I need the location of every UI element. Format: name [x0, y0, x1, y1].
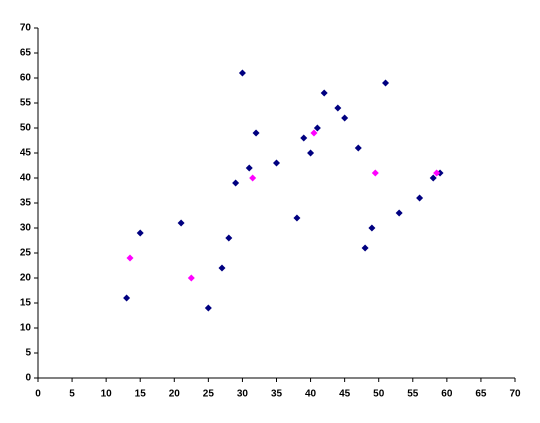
x-tick-label: 25	[203, 389, 215, 400]
y-tick-label: 60	[20, 73, 32, 84]
y-tick-label: 70	[20, 23, 32, 34]
x-tick-label: 10	[101, 389, 113, 400]
point	[225, 234, 233, 242]
y-tick-label: 45	[20, 148, 32, 159]
x-tick-label: 55	[407, 389, 419, 400]
point	[293, 214, 301, 222]
point	[252, 129, 260, 137]
point	[382, 79, 390, 87]
y-tick-label: 20	[20, 273, 32, 284]
y-tick-label: 5	[25, 348, 31, 359]
point	[123, 294, 131, 302]
y-tick-label: 35	[20, 198, 32, 209]
point	[273, 159, 280, 167]
point	[313, 124, 321, 132]
point	[395, 209, 403, 217]
point	[177, 219, 185, 227]
point	[368, 224, 376, 232]
x-tick-label: 20	[169, 389, 181, 400]
x-tick-label: 30	[237, 389, 249, 400]
point	[204, 304, 212, 312]
x-tick-label: 60	[441, 389, 453, 400]
point	[245, 164, 253, 172]
point	[320, 89, 328, 97]
y-tick-label: 55	[20, 98, 32, 109]
point	[238, 69, 246, 77]
point	[371, 169, 379, 177]
x-tick-label: 70	[509, 389, 521, 400]
point	[232, 179, 240, 187]
point	[187, 274, 195, 282]
y-tick-label: 25	[20, 248, 32, 259]
x-tick-label: 15	[135, 389, 147, 400]
point	[300, 134, 308, 142]
x-tick-label: 50	[373, 389, 385, 400]
y-tick-label: 40	[20, 173, 32, 184]
x-tick-label: 40	[305, 389, 317, 400]
point	[307, 149, 315, 157]
x-tick-label: 45	[339, 389, 351, 400]
point	[433, 169, 441, 177]
x-tick-label: 35	[271, 389, 283, 400]
point	[354, 144, 362, 152]
x-tick-label: 0	[35, 389, 41, 400]
y-tick-label: 50	[20, 123, 32, 134]
point	[310, 129, 318, 137]
point	[361, 244, 369, 252]
x-tick-label: 65	[475, 389, 487, 400]
y-tick-label: 65	[20, 48, 32, 59]
y-tick-label: 30	[20, 223, 32, 234]
point	[334, 104, 342, 112]
x-tick-label: 5	[69, 389, 75, 400]
point	[136, 229, 144, 237]
point	[218, 264, 226, 272]
point	[416, 194, 424, 202]
point	[429, 174, 437, 182]
y-tick-label: 10	[20, 323, 32, 334]
y-tick-label: 15	[20, 298, 32, 309]
y-tick-label: 0	[25, 373, 31, 384]
point	[341, 114, 349, 122]
point	[249, 174, 257, 182]
point	[126, 254, 134, 262]
